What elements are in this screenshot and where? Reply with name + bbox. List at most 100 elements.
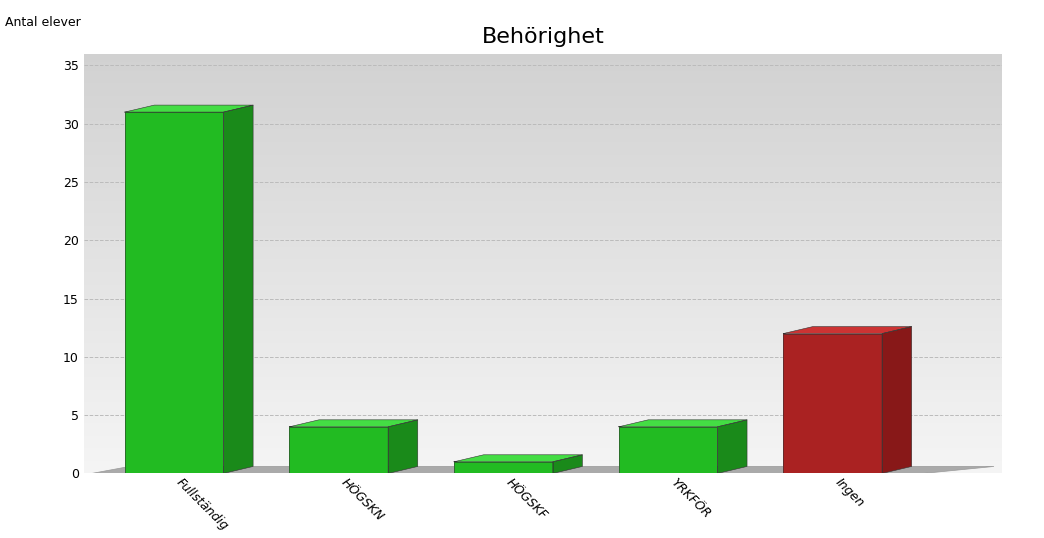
Polygon shape — [388, 420, 418, 473]
Text: Antal elever: Antal elever — [5, 16, 81, 29]
Bar — [84, 364, 1002, 369]
Bar — [84, 222, 1002, 226]
Bar — [84, 436, 1002, 440]
Bar — [84, 280, 1002, 285]
Bar — [84, 138, 1002, 142]
Bar — [84, 373, 1002, 377]
Bar — [84, 87, 1002, 91]
Bar — [84, 180, 1002, 184]
Bar — [84, 205, 1002, 209]
Bar — [84, 226, 1002, 230]
Bar — [84, 339, 1002, 343]
Bar — [84, 112, 1002, 117]
Bar — [84, 385, 1002, 390]
Bar — [84, 264, 1002, 268]
Bar — [84, 117, 1002, 121]
Bar — [84, 247, 1002, 251]
Bar — [84, 251, 1002, 255]
Bar — [84, 108, 1002, 112]
Polygon shape — [619, 420, 748, 427]
Bar — [84, 306, 1002, 310]
Bar — [84, 83, 1002, 87]
Bar — [84, 402, 1002, 406]
Bar — [84, 70, 1002, 75]
Bar — [84, 448, 1002, 452]
Bar — [84, 243, 1002, 247]
Bar — [84, 184, 1002, 188]
Bar — [84, 129, 1002, 133]
Bar — [84, 62, 1002, 66]
Bar — [84, 238, 1002, 243]
Bar — [783, 334, 882, 473]
Bar — [84, 196, 1002, 201]
Bar — [84, 310, 1002, 314]
Bar — [84, 96, 1002, 100]
Bar — [84, 377, 1002, 381]
Bar — [84, 171, 1002, 175]
Bar — [454, 462, 552, 473]
Bar — [84, 398, 1002, 402]
Bar — [84, 175, 1002, 180]
Bar — [84, 217, 1002, 222]
Polygon shape — [783, 327, 911, 334]
Bar — [84, 444, 1002, 448]
Polygon shape — [223, 105, 253, 473]
Bar — [619, 427, 717, 473]
Bar — [84, 369, 1002, 373]
Bar — [84, 58, 1002, 62]
Bar — [84, 431, 1002, 436]
Bar — [84, 331, 1002, 335]
Bar — [84, 146, 1002, 150]
Bar — [84, 142, 1002, 146]
Bar — [84, 457, 1002, 461]
Bar — [84, 289, 1002, 293]
Polygon shape — [124, 105, 253, 112]
Bar — [84, 91, 1002, 96]
Bar — [84, 192, 1002, 196]
Bar — [84, 343, 1002, 348]
Bar — [84, 121, 1002, 125]
Bar — [84, 322, 1002, 327]
Bar — [84, 259, 1002, 264]
Bar — [84, 423, 1002, 427]
Polygon shape — [882, 327, 911, 473]
Bar — [84, 150, 1002, 154]
Bar — [84, 314, 1002, 318]
Bar — [84, 348, 1002, 352]
Bar — [84, 394, 1002, 398]
Bar — [84, 285, 1002, 289]
Bar — [84, 427, 1002, 431]
Bar — [84, 360, 1002, 364]
Bar — [84, 125, 1002, 129]
Bar — [84, 406, 1002, 410]
Bar — [84, 352, 1002, 356]
Bar — [84, 167, 1002, 171]
Bar — [84, 410, 1002, 415]
Bar — [84, 293, 1002, 297]
Polygon shape — [92, 466, 994, 473]
Bar — [84, 133, 1002, 138]
Bar — [84, 154, 1002, 159]
Bar — [84, 415, 1002, 419]
Bar — [84, 461, 1002, 465]
Bar — [84, 452, 1002, 457]
Bar — [289, 427, 388, 473]
Bar — [84, 104, 1002, 108]
Bar — [84, 54, 1002, 58]
Bar — [84, 159, 1002, 163]
Bar — [84, 255, 1002, 259]
Bar — [84, 335, 1002, 339]
Bar — [84, 268, 1002, 272]
Polygon shape — [552, 455, 583, 473]
Title: Behörighet: Behörighet — [481, 27, 604, 47]
Bar — [84, 272, 1002, 276]
Bar — [84, 201, 1002, 205]
Bar — [84, 79, 1002, 83]
Polygon shape — [454, 455, 583, 462]
Bar — [84, 213, 1002, 217]
Bar — [84, 230, 1002, 234]
Bar — [84, 318, 1002, 322]
Bar — [84, 163, 1002, 167]
Polygon shape — [717, 420, 748, 473]
Bar — [84, 419, 1002, 423]
